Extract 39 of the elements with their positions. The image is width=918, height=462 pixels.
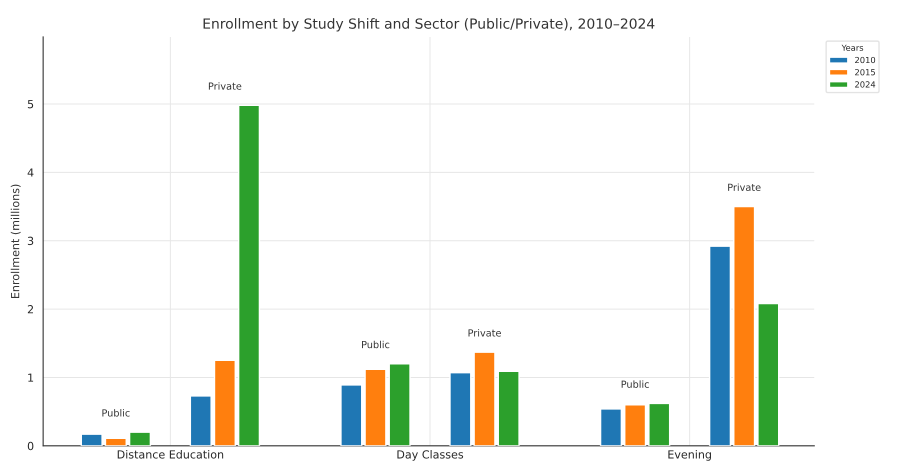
bar (128, 431, 152, 446)
legend-label: 2010 (855, 56, 876, 64)
annotation: Private (728, 183, 761, 191)
annotation: Public (102, 409, 130, 417)
annotation: Public (362, 340, 390, 348)
bar (214, 360, 236, 446)
x-tick-label: Distance Education (118, 450, 224, 459)
bar (708, 245, 732, 446)
x-tick-label: Day Classes (397, 450, 464, 461)
y-tick-label: 3 (28, 236, 34, 246)
chart-title: Enrollment by Study Shift and Sector (Public/Private), 2010–2024 (204, 18, 654, 32)
x-tick-label: Evening (668, 450, 711, 461)
legend-label: 2024 (855, 81, 876, 88)
bar (757, 302, 780, 446)
y-axis-title: Enrollment (millions) (10, 184, 21, 298)
bar (238, 104, 260, 446)
bar (364, 368, 387, 446)
bar (473, 351, 496, 446)
bar (498, 370, 520, 446)
annotation: Public (622, 380, 649, 388)
legend-label: 2015 (855, 69, 875, 76)
bar (190, 395, 212, 446)
bar (624, 404, 646, 446)
bar (104, 438, 127, 446)
annotation: Private (468, 329, 501, 337)
legend-title: Years (842, 44, 864, 51)
bar (80, 434, 103, 446)
y-tick-label: 2 (28, 305, 34, 314)
bar (733, 206, 756, 446)
y-tick-label: 5 (28, 100, 34, 108)
bar (449, 372, 472, 446)
y-tick-label: 4 (28, 168, 34, 177)
y-tick-label: 1 (28, 374, 34, 382)
bar (388, 363, 411, 446)
annotation: Private (208, 82, 242, 90)
bar (648, 402, 670, 446)
bar (600, 408, 622, 446)
bar (340, 384, 362, 446)
y-tick-label: 0 (28, 442, 34, 450)
